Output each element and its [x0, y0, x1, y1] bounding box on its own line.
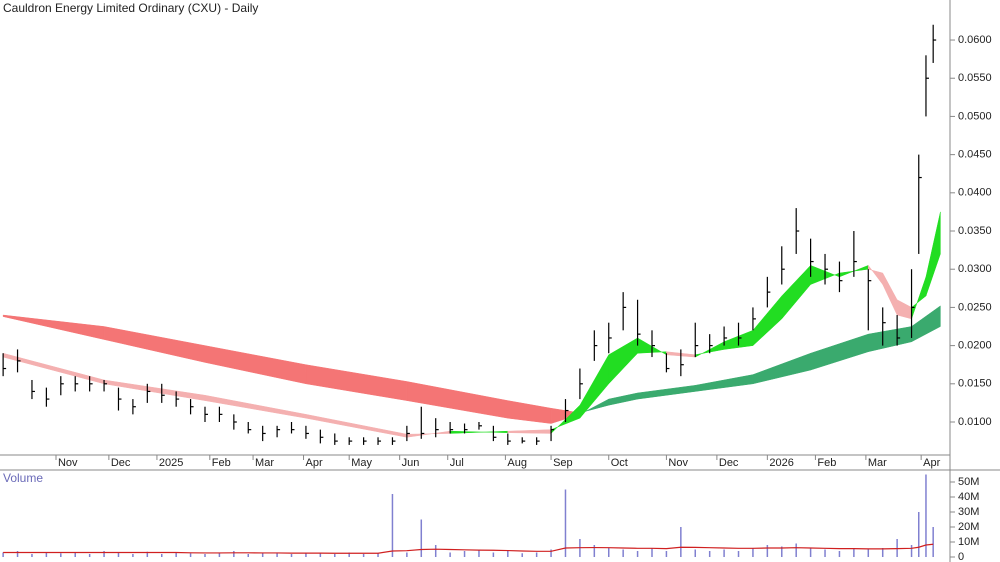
x-tick-label: Nov	[58, 457, 78, 469]
x-tick-label: Mar	[868, 457, 887, 469]
volume-average	[3, 543, 934, 554]
x-tick-label: Feb	[212, 457, 231, 469]
x-tick-label: Feb	[817, 457, 836, 469]
x-tick-label: Sep	[553, 457, 573, 469]
y-tick-label: 0.0600	[958, 34, 992, 46]
x-tick-label: Mar	[255, 457, 274, 469]
y-tick-label: 0.0250	[958, 301, 992, 313]
y-tick-label: 0.0100	[958, 416, 992, 428]
x-tick-label: Jul	[450, 457, 464, 469]
x-tick-label: 2026	[769, 457, 793, 469]
volume-title: Volume	[3, 471, 43, 485]
y-tick-label: 0.0350	[958, 225, 992, 237]
x-tick-label: Nov	[668, 457, 688, 469]
volume-tick-label: 40M	[958, 491, 979, 503]
ribbon-segment	[925, 211, 941, 297]
x-tick-label: Dec	[719, 457, 739, 469]
volume-tick-label: 0	[958, 551, 964, 562]
volume-tick-label: 10M	[958, 536, 979, 548]
x-tick-label: Jun	[402, 457, 420, 469]
x-tick-label: Oct	[611, 457, 628, 469]
x-tick-label: Apr	[923, 457, 940, 469]
volume-tick-label: 50M	[958, 476, 979, 488]
y-tick-label: 0.0200	[958, 340, 992, 352]
x-tick-label: Aug	[507, 457, 527, 469]
x-tick-label: 2025	[159, 457, 183, 469]
y-tick-label: 0.0550	[958, 72, 992, 84]
y-tick-label: 0.0150	[958, 378, 992, 390]
chart-title: Cauldron Energy Limited Ordinary (CXU) -…	[3, 1, 258, 15]
y-tick-label: 0.0400	[958, 187, 992, 199]
volume-tick-label: 20M	[958, 521, 979, 533]
volume-tick-label: 30M	[958, 506, 979, 518]
x-tick-label: Dec	[111, 457, 131, 469]
y-tick-label: 0.0450	[958, 149, 992, 161]
y-tick-label: 0.0300	[958, 263, 992, 275]
x-tick-label: May	[351, 457, 372, 469]
x-tick-label: Apr	[306, 457, 323, 469]
y-tick-label: 0.0500	[958, 110, 992, 122]
